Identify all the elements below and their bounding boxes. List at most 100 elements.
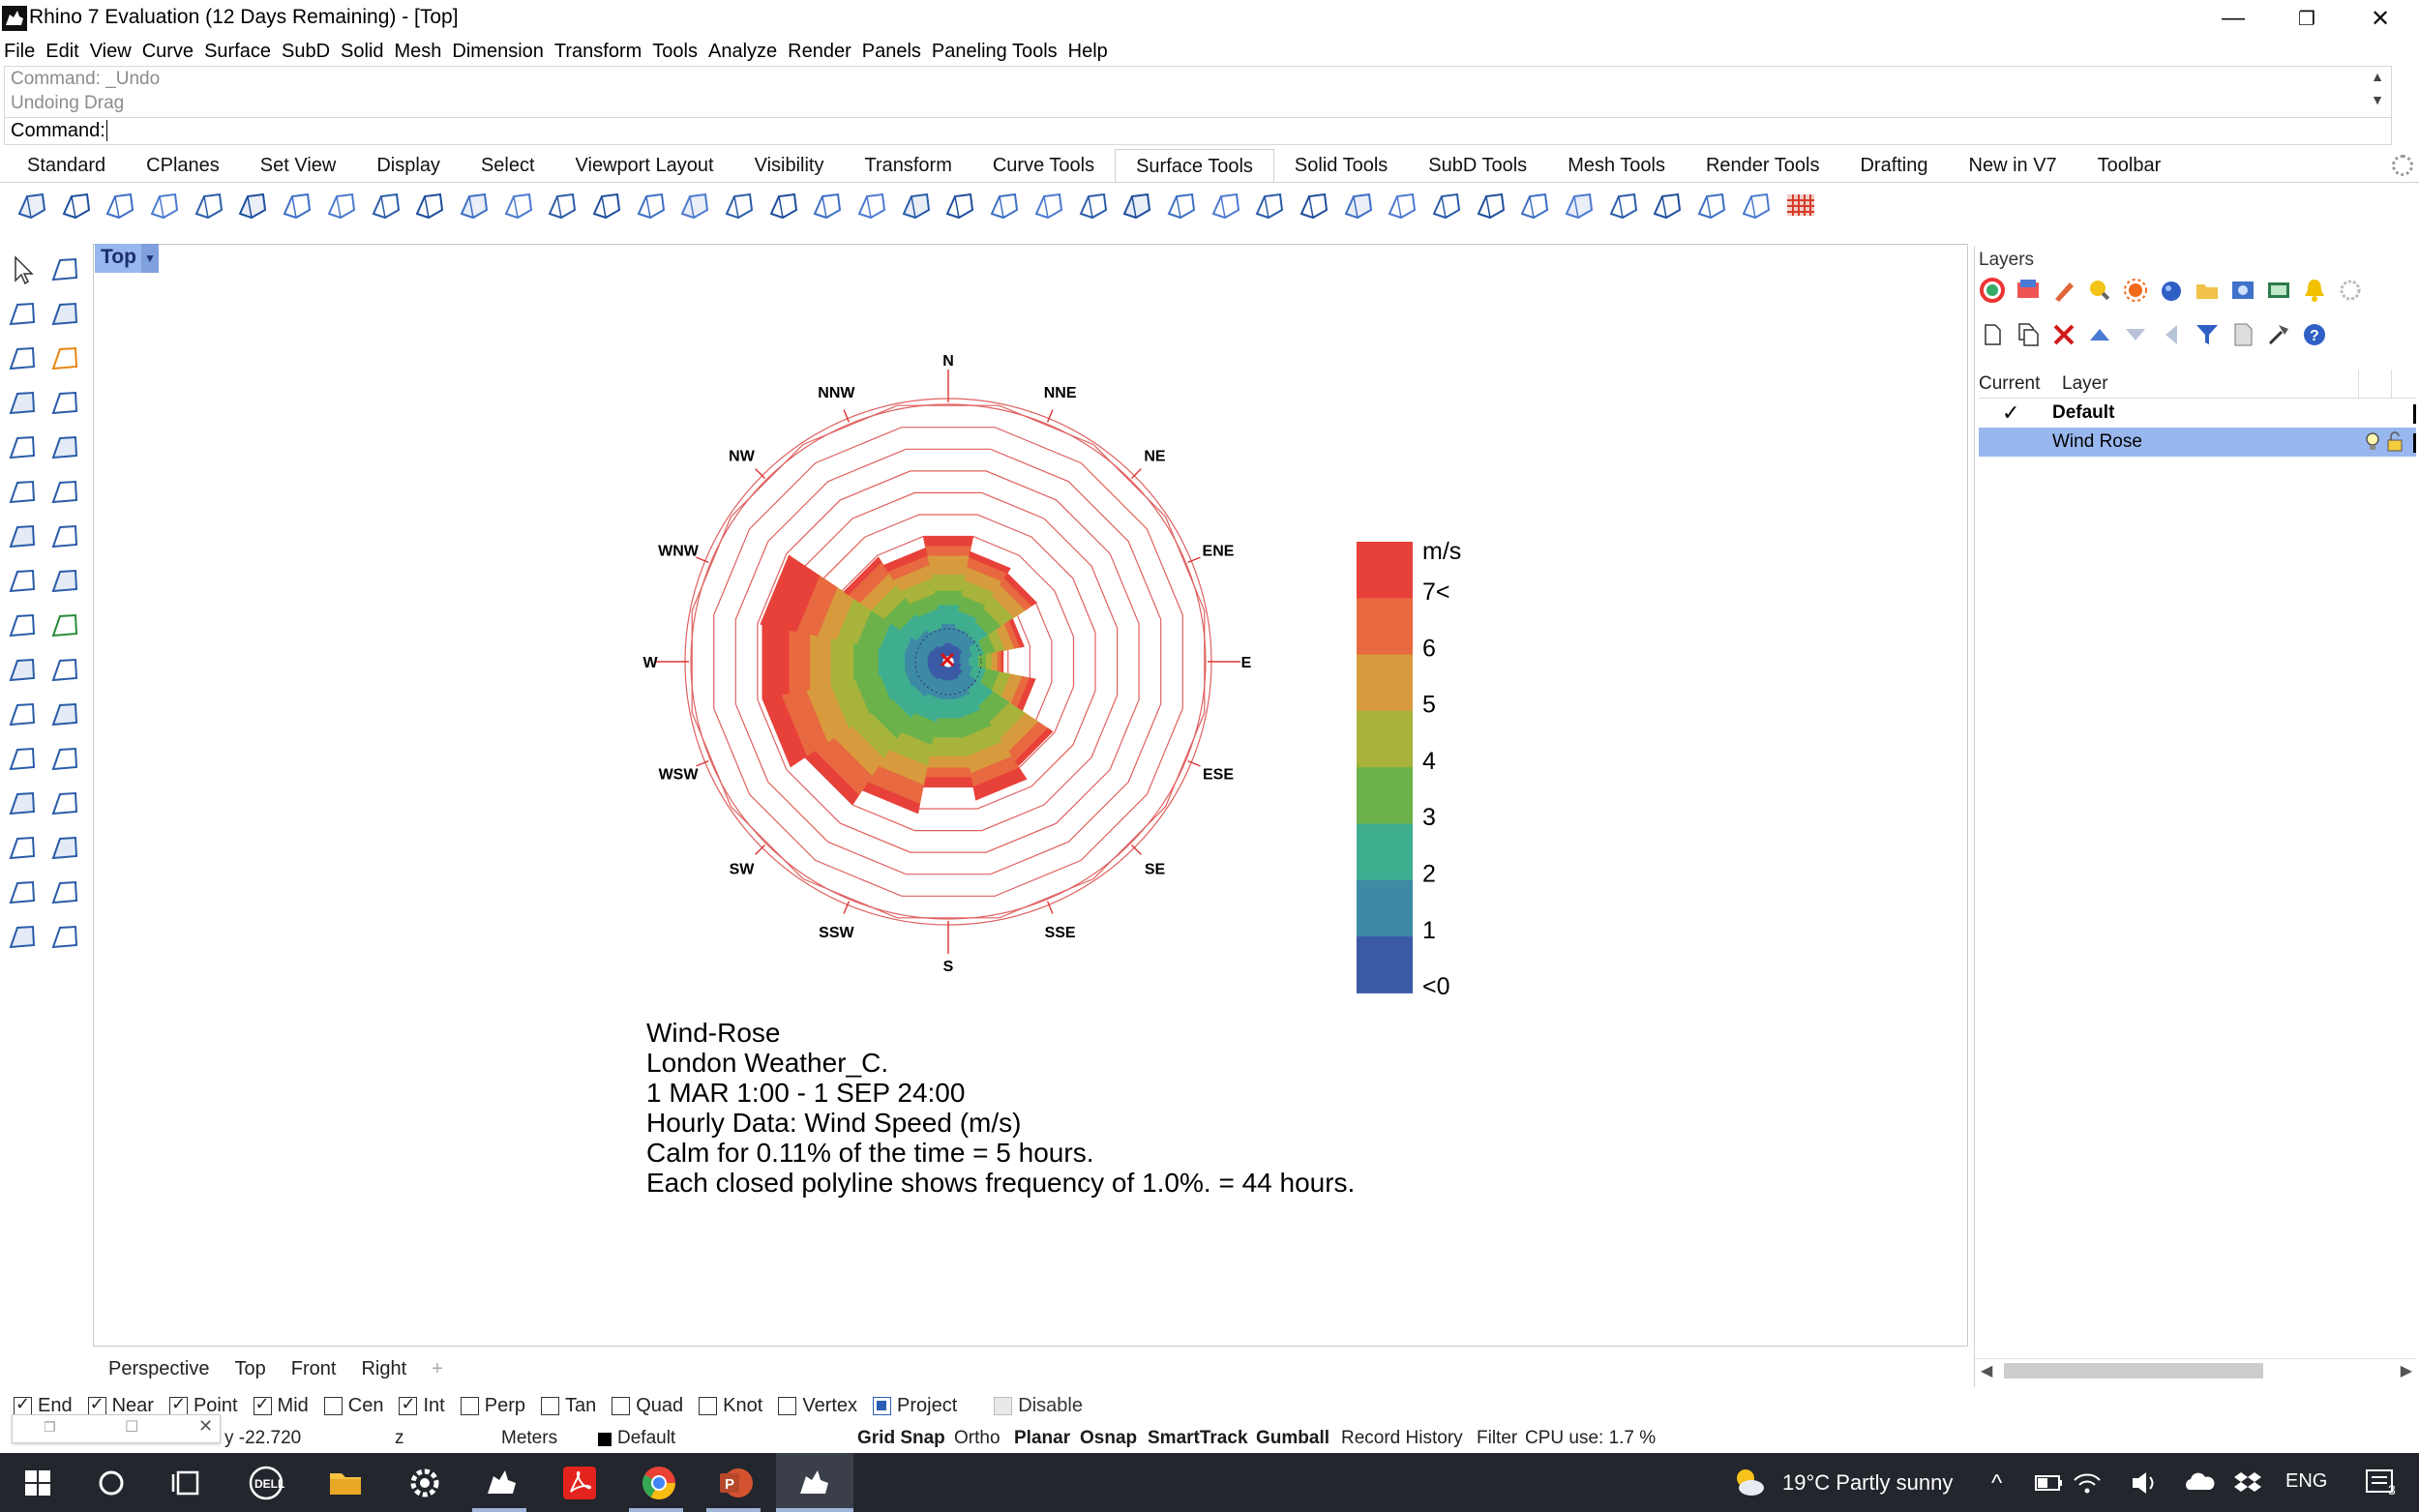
rainbow-grid-icon[interactable] (1784, 189, 1817, 222)
osnap-point[interactable]: Point (168, 1394, 238, 1417)
smarttrack-toggle[interactable]: SmartTrack (1148, 1428, 1248, 1448)
osnap-project[interactable]: Project (873, 1395, 957, 1417)
menu-curve[interactable]: Curve (141, 40, 194, 62)
arrow-curve-icon[interactable] (48, 342, 81, 375)
tab-transform[interactable]: Transform (864, 155, 952, 176)
scroll-down-icon[interactable]: ▼ (2371, 92, 2384, 107)
minimize-button[interactable]: — (2222, 5, 2245, 31)
layers-horizontal-scrollbar[interactable]: ◀ ▶ (1975, 1358, 2416, 1381)
dot-grid-icon[interactable] (48, 921, 81, 954)
ortho-toggle[interactable]: Ortho (954, 1428, 1000, 1448)
tab-subd-tools[interactable]: SubD Tools (1428, 155, 1528, 176)
edge-srf-icon[interactable] (370, 189, 403, 222)
sparkle-icon[interactable] (1386, 189, 1419, 222)
maximize-icon[interactable]: ☐ (125, 1419, 139, 1436)
tools-icon[interactable] (2265, 321, 2292, 348)
twist-icon[interactable] (1430, 189, 1463, 222)
light-icon[interactable] (2086, 277, 2113, 304)
layer-row-wind-rose[interactable]: Wind Rose (1979, 428, 2416, 457)
network-srf-icon[interactable] (413, 189, 446, 222)
curve-surface-icon[interactable] (6, 476, 39, 509)
osnap-near[interactable]: Near (87, 1394, 154, 1417)
loft-icon[interactable] (148, 189, 181, 222)
tab-viewport-layout[interactable]: Viewport Layout (575, 155, 714, 176)
osnap-vertex[interactable]: Vertex (778, 1395, 857, 1417)
grid-snap-toggle[interactable]: Grid Snap (857, 1428, 945, 1448)
help-icon[interactable]: ? (2301, 321, 2328, 348)
menu-dimension[interactable]: Dimension (452, 40, 544, 62)
panel-options-gear-icon[interactable] (2337, 277, 2364, 304)
fillet-srf-icon[interactable] (458, 189, 491, 222)
points-icon[interactable] (1165, 189, 1198, 222)
tab-top[interactable]: Top (234, 1357, 266, 1379)
tree-icon[interactable] (6, 876, 39, 909)
viewport-title-tab[interactable]: Top ▼ (95, 244, 159, 273)
gear-curve-icon[interactable] (6, 342, 39, 375)
add-viewport-tab-icon[interactable]: + (432, 1357, 443, 1379)
notifications-center-icon[interactable] (2363, 1463, 2402, 1503)
patch-icon[interactable] (325, 189, 358, 222)
new-sublayer-icon[interactable] (2015, 321, 2042, 348)
wave-icon[interactable] (1651, 189, 1684, 222)
tab-set-view[interactable]: Set View (259, 155, 337, 176)
surface-grid-icon[interactable] (6, 387, 39, 420)
menu-mesh[interactable]: Mesh (394, 40, 442, 62)
tab-mesh-tools[interactable]: Mesh Tools (1568, 155, 1665, 176)
osnap-quad[interactable]: Quad (612, 1395, 683, 1417)
osnap-int[interactable]: Int (399, 1394, 445, 1417)
cube-icon[interactable] (1607, 189, 1640, 222)
menu-analyze[interactable]: Analyze (708, 40, 778, 62)
tab-render-tools[interactable]: Render Tools (1705, 155, 1820, 176)
ghost-icon[interactable] (48, 876, 81, 909)
osnap-knot[interactable]: Knot (699, 1395, 762, 1417)
osnap-perp[interactable]: Perp (460, 1395, 525, 1417)
knife-icon[interactable] (1342, 189, 1375, 222)
onedrive-cloud-icon[interactable] (2183, 1463, 2216, 1503)
stack2-icon[interactable] (1740, 189, 1773, 222)
lightbulb-icon[interactable] (2364, 431, 2381, 453)
move-out-icon[interactable] (2158, 321, 2185, 348)
rhino7-taskbar-icon[interactable] (794, 1463, 835, 1503)
gradient-icon[interactable] (1563, 189, 1596, 222)
rhino-taskbar-icon[interactable] (482, 1463, 523, 1503)
circle-icon[interactable] (6, 431, 39, 464)
scrollbar-thumb[interactable] (2004, 1363, 2263, 1379)
osnap-end[interactable]: End (14, 1394, 73, 1417)
sweep-icon[interactable] (193, 189, 225, 222)
scroll-left-icon[interactable]: ◀ (1981, 1363, 1993, 1379)
osnap-toggle[interactable]: Osnap (1080, 1428, 1138, 1448)
current-layer[interactable]: Default (617, 1428, 676, 1448)
menu-subd[interactable]: SubD (282, 40, 331, 62)
layer-color-swatch[interactable] (2413, 433, 2416, 453)
torus-icon[interactable] (48, 743, 81, 776)
checkbox[interactable] (323, 1396, 343, 1415)
close-icon[interactable]: ✕ (198, 1416, 214, 1436)
menu-surface[interactable]: Surface (204, 40, 271, 62)
checkbox[interactable] (994, 1396, 1013, 1415)
triangle-surface-icon[interactable] (48, 698, 81, 731)
offset-srf-icon[interactable] (546, 189, 579, 222)
frame-icon[interactable] (1120, 189, 1153, 222)
tab-perspective[interactable]: Perspective (108, 1357, 210, 1379)
sphere-icon[interactable] (48, 431, 81, 464)
menu-view[interactable]: View (89, 40, 132, 62)
cylinder-icon[interactable] (1253, 189, 1286, 222)
restore-button[interactable]: ❐ (2298, 8, 2315, 30)
gumball-toggle[interactable]: Gumball (1256, 1428, 1330, 1448)
checkbox[interactable] (168, 1394, 188, 1415)
menu-paneling-tools[interactable]: Paneling Tools (931, 40, 1058, 62)
tab-display[interactable]: Display (376, 155, 440, 176)
menu-panels[interactable]: Panels (861, 40, 921, 62)
menu-render[interactable]: Render (788, 40, 851, 62)
gizmo-icon[interactable] (1210, 189, 1242, 222)
menu-edit[interactable]: Edit (45, 40, 79, 62)
pencil-icon[interactable] (2050, 277, 2077, 304)
checkbox[interactable] (699, 1396, 718, 1415)
checkbox[interactable] (778, 1396, 797, 1415)
notifications-icon[interactable] (2301, 277, 2328, 304)
tab-visibility[interactable]: Visibility (754, 155, 824, 176)
settings-gear-icon[interactable] (404, 1463, 445, 1503)
task-view-icon[interactable] (166, 1463, 207, 1503)
split-surface-icon[interactable] (6, 609, 39, 642)
stack-icon[interactable] (1695, 189, 1728, 222)
